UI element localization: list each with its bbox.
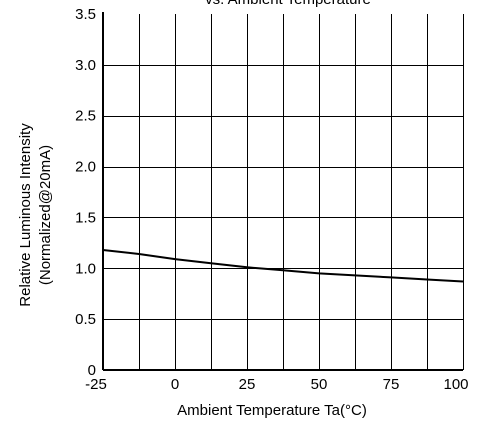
y-axis-label: Relative Luminous Intensity (Normalized@… <box>17 123 54 307</box>
x-tick-label: 25 <box>239 376 256 393</box>
y-tick-label: 1.5 <box>75 209 96 226</box>
y-tick-label: 2.5 <box>75 108 96 125</box>
x-tick-label: 0 <box>171 376 179 393</box>
y-tick-label: 3.0 <box>75 57 96 74</box>
y-axis-label-line2: (Normalized@20mA) <box>37 145 54 285</box>
x-tick-label: 50 <box>311 376 328 393</box>
axes-layer <box>102 12 464 371</box>
x-axis-label: Ambient Temperature Ta(°C) <box>177 402 367 419</box>
y-tick-label: 2.0 <box>75 159 96 176</box>
x-tick-label: 100 <box>443 376 468 393</box>
y-axis-label-line1: Relative Luminous Intensity <box>17 123 34 307</box>
y-tick-label: 1.0 <box>75 260 96 277</box>
series-layer <box>102 249 464 283</box>
x-tick-label: -25 <box>85 376 107 393</box>
y-tick-label: 3.5 <box>75 6 96 23</box>
series-line <box>102 249 464 283</box>
x-tick-label: 75 <box>383 376 400 393</box>
tick-label-layer: 00.51.01.52.02.53.03.5-25 0 25 50 75 100 <box>75 6 468 393</box>
grid-layer <box>103 14 463 370</box>
chart-title: vs. Ambient Temperature <box>205 0 371 8</box>
y-tick-label: 0.5 <box>75 311 96 328</box>
y-tick-label: 0 <box>88 362 96 379</box>
